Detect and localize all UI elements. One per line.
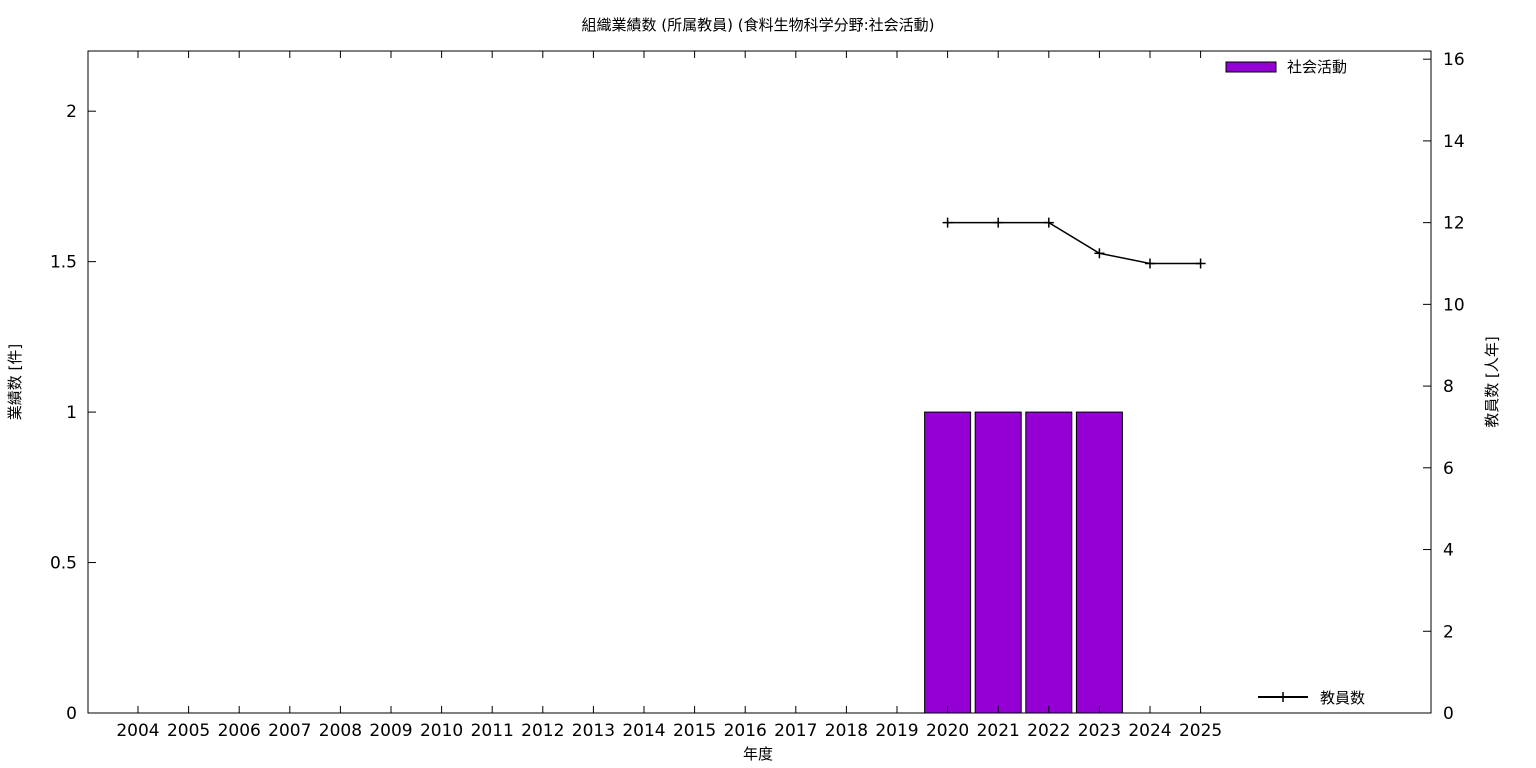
y-tick-label: 0 (66, 704, 77, 724)
bar (924, 411, 972, 714)
x-tick-label: 2012 (521, 721, 564, 741)
y2-tick-label: 12 (1443, 214, 1465, 234)
x-tick-label: 2011 (471, 721, 514, 741)
y2-tick-label: 6 (1443, 459, 1454, 479)
y-tick-label: 2 (66, 102, 77, 122)
x-tick-label: 2021 (977, 721, 1020, 741)
y2-tick-label: 0 (1443, 704, 1454, 724)
x-tick-label: 2015 (673, 721, 716, 741)
y2-tick-label: 4 (1443, 541, 1454, 561)
line-point (1094, 248, 1105, 259)
y-axis-ticks: 0 0.5 1 1.5 2 (50, 102, 96, 724)
x-tick-label: 2009 (369, 721, 412, 741)
x-tick-label: 2006 (218, 721, 261, 741)
y-axis-label: 業績数 [件] (6, 344, 24, 420)
x-tick-label: 2022 (1027, 721, 1070, 741)
y2-tick-label: 2 (1443, 622, 1454, 642)
line-point (942, 217, 953, 228)
line-point (993, 217, 1004, 228)
x-tick-label: 2013 (572, 721, 615, 741)
bar (1025, 411, 1073, 714)
x-tick-label: 2016 (724, 721, 767, 741)
x-axis-ticks: 2004 2005 2006 2007 2008 2009 2010 2011 2012 2013… (116, 51, 1222, 741)
y2-axis-label: 教員数 [人年] (1483, 336, 1501, 427)
legend-line: 教員数 (1258, 689, 1365, 707)
x-tick-label: 2023 (1078, 721, 1121, 741)
bar (974, 411, 1022, 714)
chart-title: 組織業績数 (所属教員) (食料生物科学分野:社会活動) (581, 16, 934, 34)
x-tick-label: 2020 (926, 721, 969, 741)
x-tick-label: 2014 (622, 721, 665, 741)
legend-line-label: 教員数 (1320, 689, 1365, 707)
line-series (942, 217, 1206, 269)
line-point (1043, 217, 1054, 228)
x-axis-label: 年度 (743, 745, 773, 763)
x-tick-label: 2007 (268, 721, 311, 741)
line-point (1145, 258, 1155, 269)
y-tick-label: 1.5 (50, 253, 77, 273)
plot-area-border (87, 50, 1432, 714)
bar (1075, 411, 1123, 714)
legend-bar-label: 社会活動 (1287, 58, 1347, 76)
x-tick-label: 2018 (825, 721, 868, 741)
y-tick-label: 0.5 (50, 554, 77, 574)
y2-tick-label: 10 (1443, 295, 1465, 315)
x-tick-label: 2024 (1128, 721, 1171, 741)
x-tick-label: 2025 (1179, 721, 1222, 741)
y-tick-label: 1 (66, 403, 77, 423)
x-tick-label: 2005 (167, 721, 210, 741)
y2-tick-label: 8 (1443, 377, 1454, 397)
bar-series (924, 411, 1123, 714)
y2-tick-label: 14 (1443, 132, 1465, 152)
x-tick-label: 2017 (774, 721, 817, 741)
y2-tick-label: 16 (1443, 50, 1465, 70)
legend-bar-swatch (1225, 61, 1277, 73)
x-tick-label: 2010 (420, 721, 463, 741)
y2-axis-ticks: 0 2 4 6 8 10 12 14 16 (1423, 50, 1465, 724)
line-point (1195, 258, 1206, 269)
x-tick-label: 2019 (875, 721, 918, 741)
legend-bar: 社会活動 (1225, 58, 1347, 76)
x-tick-label: 2004 (116, 721, 159, 741)
line-path (947, 221, 1201, 265)
x-tick-label: 2008 (319, 721, 362, 741)
